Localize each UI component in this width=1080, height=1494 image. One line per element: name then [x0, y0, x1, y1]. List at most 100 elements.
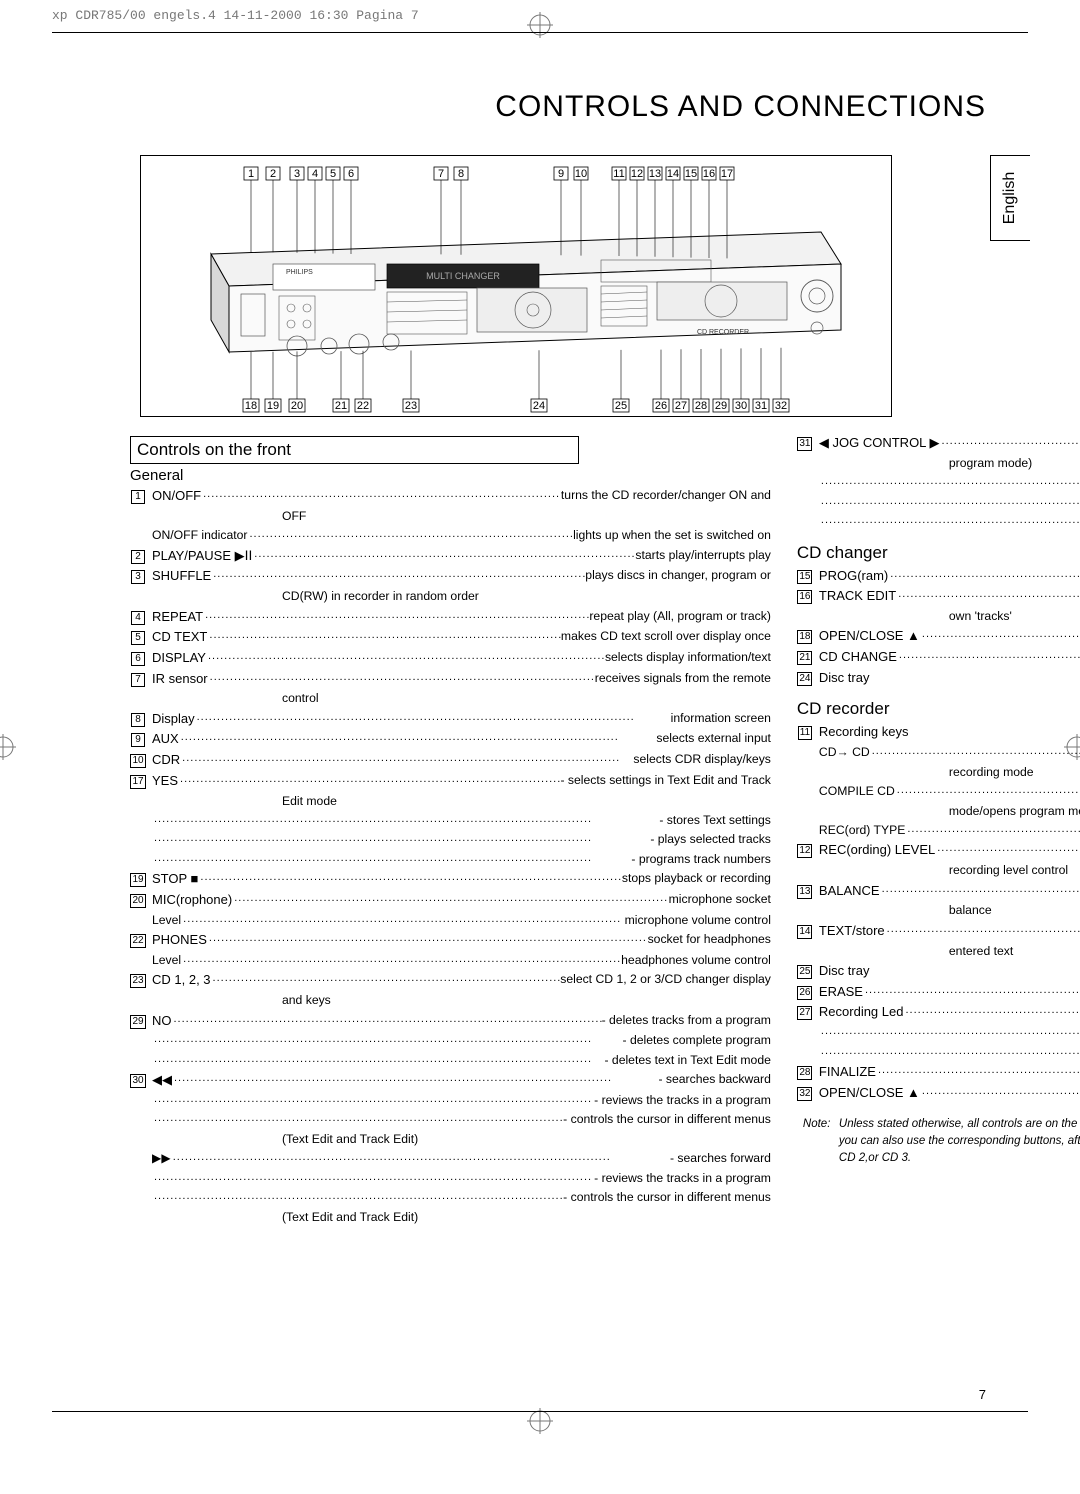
svg-text:26: 26: [655, 400, 667, 412]
continuation-line: recording mode: [797, 763, 1080, 781]
continuation-line: CD(RW) in recorder in random order: [130, 587, 771, 605]
control-row: Levelheadphones volume control: [130, 951, 771, 969]
control-row: 4REPEATrepeat play (All, program or trac…: [130, 607, 771, 627]
svg-text:28: 28: [695, 400, 707, 412]
sub-line: - stores Text settings: [130, 811, 771, 829]
svg-text:19: 19: [267, 400, 279, 412]
control-row: 32OPEN/CLOSE ▲opens/closes disc tray: [797, 1083, 1080, 1103]
section-cd-changer: CD changer: [797, 543, 1080, 563]
continuation-line: (Text Edit and Track Edit): [130, 1208, 771, 1226]
svg-text:17: 17: [721, 168, 733, 180]
page-title: CONTROLS AND CONNECTIONS: [0, 90, 986, 124]
control-row: 22PHONESsocket for headphones: [130, 930, 771, 950]
svg-text:22: 22: [357, 400, 369, 412]
control-row: 8Displayinformation screen: [130, 709, 771, 729]
left-column: Controls on the front General 1ON/OFFtur…: [130, 432, 771, 1227]
control-row: 26ERASEerases recordings: [797, 982, 1080, 1002]
control-row: Levelmicrophone volume control: [130, 911, 771, 929]
sub-line: - Red blinking during erasing: [797, 1043, 1080, 1061]
svg-text:5: 5: [330, 168, 336, 180]
control-row: 12REC(ording) LEVELenables the EASY JOG …: [797, 840, 1080, 860]
sub-line: - recording level control (recording): [797, 473, 1080, 491]
device-diagram: PHILIPS MULTI CHANGER: [140, 155, 892, 417]
continuation-line: OFF: [130, 507, 771, 525]
control-row: 29NO- deletes tracks from a program: [130, 1011, 771, 1031]
control-row: COMPILE CDselects high speed recording: [797, 782, 1080, 800]
rule-bottom: [52, 1411, 1028, 1412]
control-row: 1ON/OFFturns the CD recorder/changer ON …: [130, 486, 771, 506]
continuation-line: (Text Edit and Track Edit): [130, 1130, 771, 1148]
control-row: 25Disc tray: [797, 961, 1080, 981]
svg-text:23: 23: [405, 400, 417, 412]
svg-text:24: 24: [533, 400, 545, 412]
continuation-line: balance: [797, 901, 1080, 919]
svg-text:7: 7: [438, 168, 444, 180]
control-row: 24Disc tray: [797, 668, 1080, 688]
control-row: 3SHUFFLEplays discs in changer, program …: [130, 566, 771, 586]
control-row: 20MIC(rophone)microphone socket: [130, 890, 771, 910]
control-row: 6DISPLAYselects display information/text: [130, 648, 771, 668]
control-row: REC(ord) TYPEselects other recording mod…: [797, 821, 1080, 839]
svg-text:18: 18: [245, 400, 257, 412]
sub-line: - deletes text in Text Edit mode: [130, 1051, 771, 1069]
svg-text:MULTI CHANGER: MULTI CHANGER: [426, 271, 500, 281]
control-row: 31◀ JOG CONTROL ▶- previous/next disc/tr…: [797, 433, 1080, 453]
control-row: 7IR sensorreceives signals from the remo…: [130, 669, 771, 689]
control-row: ON/OFF indicatorlights up when the set i…: [130, 526, 771, 544]
control-row: 16TRACK EDITopens Track Edit mode to cre…: [797, 586, 1080, 606]
control-row: 9AUXselects external input: [130, 729, 771, 749]
sub-line: - selects settings (menu on): [797, 512, 1080, 530]
svg-text:30: 30: [735, 400, 747, 412]
sub-line: - Red during recording: [797, 1023, 1080, 1041]
continuation-line: mode/opens program memory: [797, 802, 1080, 820]
svg-text:1: 1: [248, 168, 254, 180]
continuation-line: entered text: [797, 942, 1080, 960]
svg-text:14: 14: [667, 168, 679, 180]
control-row: 30◀◀- searches backward: [130, 1070, 771, 1090]
control-row: 17YES- selects settings in Text Edit and…: [130, 771, 771, 791]
control-row: 5CD TEXTmakes CD text scroll over displa…: [130, 627, 771, 647]
sub-line: - balance control (recording): [797, 493, 1080, 511]
continuation-line: recording level control: [797, 861, 1080, 879]
registration-mark-top: [0, 12, 1080, 38]
language-tab: English: [990, 155, 1030, 241]
control-row: 10CDRselects CDR display/keys: [130, 750, 771, 770]
sub-line: - reviews the tracks in a program: [130, 1169, 771, 1187]
svg-text:31: 31: [755, 400, 767, 412]
device-body: PHILIPS MULTI CHANGER: [211, 232, 841, 356]
control-row: 13BALANCEenables the EASY JOG key to set…: [797, 881, 1080, 901]
svg-text:27: 27: [675, 400, 687, 412]
svg-text:21: 21: [335, 400, 347, 412]
sub-line: - reviews the tracks in a program: [130, 1091, 771, 1109]
svg-text:29: 29: [715, 400, 727, 412]
control-row: CD→ CDselects high speed/auto finalise: [797, 743, 1080, 761]
language-label: English: [1002, 172, 1020, 224]
continuation-line: Edit mode: [130, 792, 771, 810]
svg-text:15: 15: [685, 168, 697, 180]
control-row: 23CD 1, 2, 3select CD 1, 2 or 3/CD chang…: [130, 970, 771, 990]
svg-text:6: 6: [348, 168, 354, 180]
svg-text:8: 8: [458, 168, 464, 180]
control-row: 14TEXT/storeopens Text Edit mode and and…: [797, 921, 1080, 941]
svg-text:16: 16: [703, 168, 715, 180]
sub-line: - controls the cursor in different menus: [130, 1110, 771, 1128]
section-cd-recorder: CD recorder: [797, 699, 1080, 719]
control-row: 21CD CHANGEselects disc in CD changer: [797, 647, 1080, 667]
control-row: 28FINALIZEfinalases/unfinalises disc: [797, 1062, 1080, 1082]
svg-text:13: 13: [649, 168, 661, 180]
registration-mark-left: [0, 0, 16, 1494]
sub-line: - deletes complete program: [130, 1031, 771, 1049]
control-row: 18OPEN/CLOSE ▲opens/closes disc tray: [797, 626, 1080, 646]
svg-text:20: 20: [291, 400, 303, 412]
svg-text:25: 25: [615, 400, 627, 412]
control-row: 27Recording Led- Blue in Stop and Play m…: [797, 1002, 1080, 1022]
svg-text:PHILIPS: PHILIPS: [286, 269, 313, 276]
sub-line: - controls the cursor in different menus: [130, 1188, 771, 1206]
continuation-line: own 'tracks': [797, 607, 1080, 625]
sub-line: - plays selected tracks: [130, 830, 771, 848]
page-number: 7: [979, 1387, 986, 1402]
subsection-general: General: [130, 467, 771, 484]
svg-text:4: 4: [312, 168, 318, 180]
continuation-line: program mode): [797, 454, 1080, 472]
continuation-line: and keys: [130, 991, 771, 1009]
